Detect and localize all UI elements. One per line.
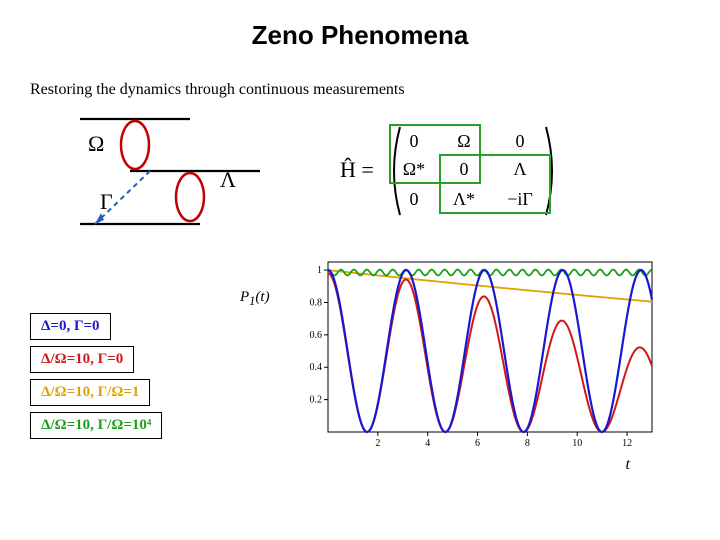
svg-text:Ĥ =: Ĥ = <box>340 157 374 182</box>
svg-text:10: 10 <box>572 438 582 449</box>
plot-xlabel: t <box>626 456 630 474</box>
legend-item: Δ/Ω=10, Γ/Ω=10⁴ <box>30 412 162 439</box>
legend-item: Δ=0, Γ=0 <box>30 313 111 340</box>
svg-text:8: 8 <box>525 438 530 449</box>
svg-text:Λ*: Λ* <box>453 189 475 209</box>
svg-text:0: 0 <box>410 131 419 151</box>
svg-text:0.4: 0.4 <box>310 362 323 373</box>
svg-text:Ω*: Ω* <box>403 159 425 179</box>
svg-text:0.2: 0.2 <box>310 395 323 406</box>
plot-ylabel: P1(t) <box>240 289 270 309</box>
page-subtitle: Restoring the dynamics through continuou… <box>30 81 690 99</box>
level-diagram: Ω Λ Γ <box>30 109 300 249</box>
svg-text:2: 2 <box>375 438 380 449</box>
svg-text:−iΓ: −iΓ <box>507 189 533 209</box>
svg-text:Λ: Λ <box>220 167 236 192</box>
legend-item: Δ/Ω=10, Γ/Ω=1 <box>30 379 150 406</box>
svg-text:0: 0 <box>516 131 525 151</box>
svg-text:0.8: 0.8 <box>310 297 323 308</box>
svg-text:6: 6 <box>475 438 480 449</box>
legend: P1(t) Δ=0, Γ=0 Δ/Ω=10, Γ=0 Δ/Ω=10, Γ/Ω=1 Δ/… <box>30 289 270 445</box>
p1-plot: 246810120.20.40.60.81 t <box>290 254 660 464</box>
svg-text:Λ: Λ <box>513 159 526 179</box>
svg-text:Ω: Ω <box>88 131 104 156</box>
legend-item: Δ/Ω=10, Γ=0 <box>30 346 134 373</box>
page-title: Zeno Phenomena <box>30 20 690 51</box>
svg-text:0: 0 <box>410 189 419 209</box>
svg-text:0: 0 <box>460 159 469 179</box>
svg-text:12: 12 <box>622 438 632 449</box>
svg-text:0.6: 0.6 <box>310 330 323 341</box>
svg-text:Ω: Ω <box>457 131 470 151</box>
svg-text:1: 1 <box>317 265 322 276</box>
svg-text:4: 4 <box>425 438 430 449</box>
svg-text:Γ: Γ <box>100 189 113 214</box>
hamiltonian-matrix: Ĥ = 0 Ω 0 Ω* 0 Λ 0 Λ* −iΓ <box>340 119 620 229</box>
